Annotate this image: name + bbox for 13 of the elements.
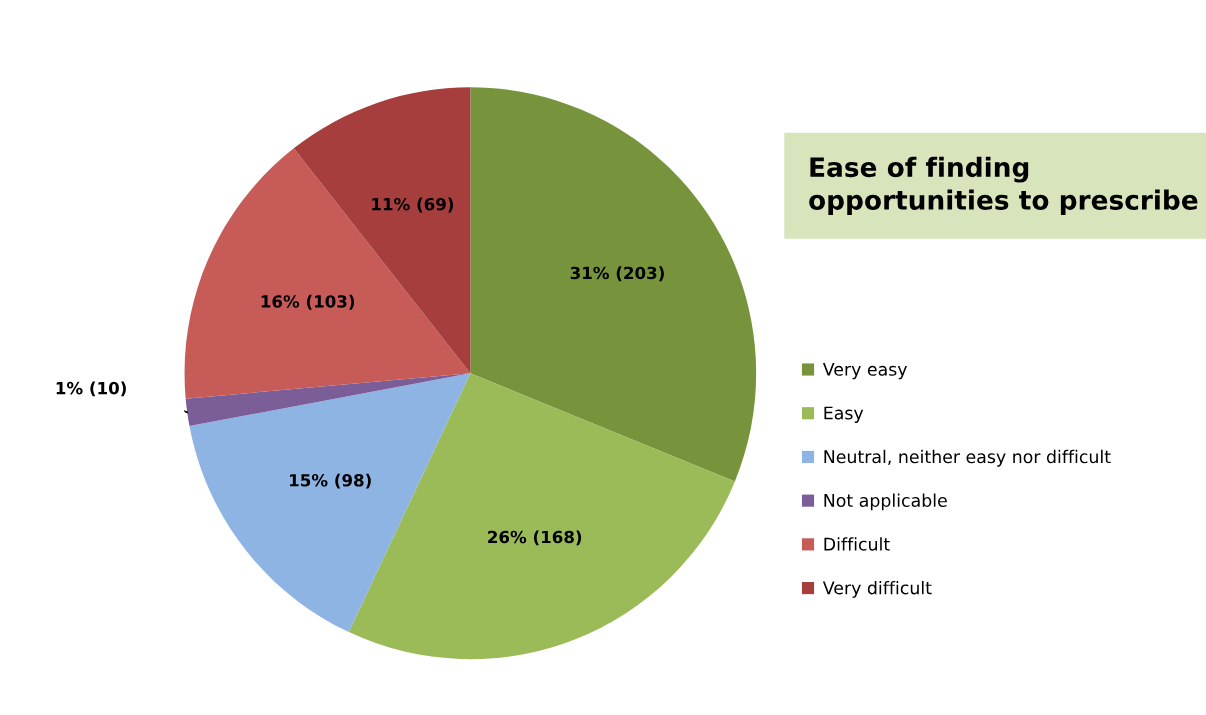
data-label: 26% (168) (488, 530, 582, 546)
legend-label: Very difficult (822, 580, 932, 598)
legend-label: Neutral, neither easy nor difficult (824, 449, 1111, 467)
text: Ease of finding opportunities to prescribe (809, 156, 1198, 216)
legend-label: Difficult (824, 537, 890, 551)
data-label: 1% (10) (56, 381, 126, 397)
data-label: 11% (69) (372, 197, 454, 213)
data-label: 16% (103) (261, 294, 355, 310)
legend-label: Not applicable (824, 493, 947, 511)
data-label: 31% (203) (570, 266, 664, 282)
data-label: 15% (98) (290, 473, 371, 489)
legend-label: Easy (824, 406, 864, 423)
legend-label: Very easy (822, 362, 908, 380)
